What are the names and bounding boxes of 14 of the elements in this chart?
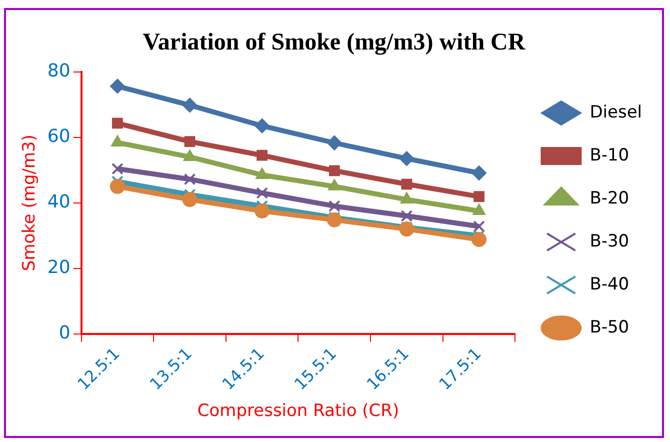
x-axis-title: Compression Ratio (CR) bbox=[197, 401, 400, 422]
legend-label: Diesel bbox=[590, 102, 642, 122]
legend-label: B-30 bbox=[590, 231, 630, 252]
legend-label: B-20 bbox=[590, 188, 630, 208]
legend-label: B-50 bbox=[590, 317, 630, 338]
legend-label: B-10 bbox=[590, 145, 630, 166]
y-tick-label: 40 bbox=[47, 191, 70, 212]
y-tick-label: 20 bbox=[47, 256, 70, 278]
y-axis-title: Smoke (mg/m3) bbox=[20, 134, 40, 272]
y-tick-label: 60 bbox=[47, 126, 70, 147]
chart-title: Variation of Smoke (mg/m3) with CR bbox=[142, 30, 526, 56]
y-tick-label: 80 bbox=[47, 60, 70, 82]
legend-label: B-40 bbox=[590, 274, 630, 294]
y-tick-label: 0 bbox=[58, 322, 70, 344]
